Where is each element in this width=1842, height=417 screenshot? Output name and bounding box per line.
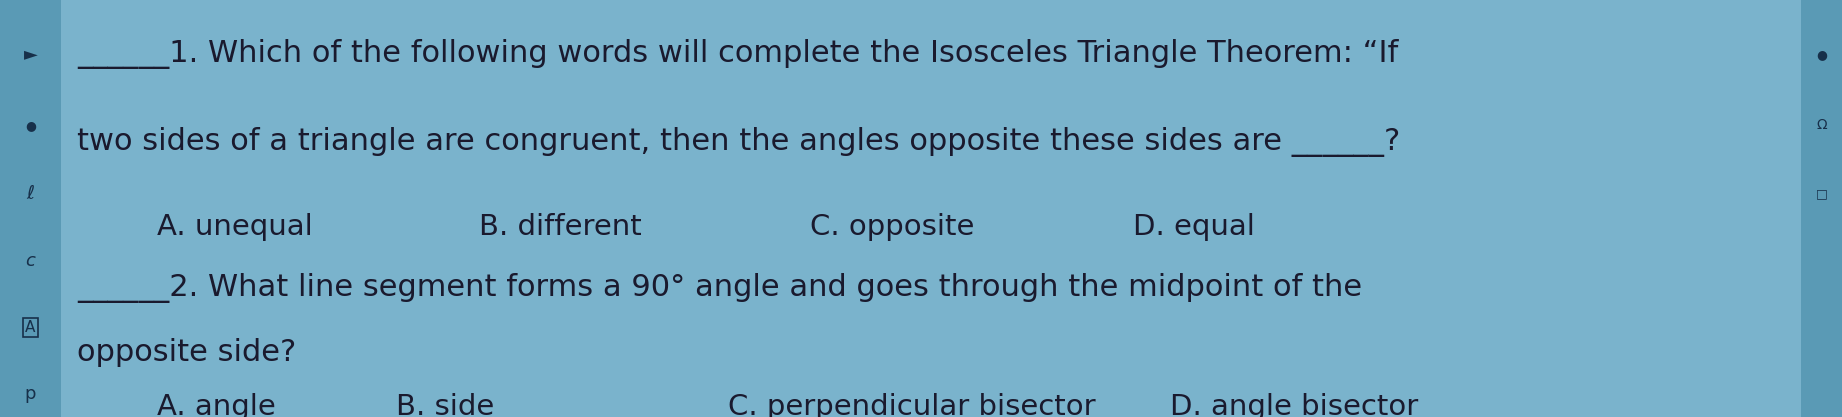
- Text: ●: ●: [26, 118, 35, 132]
- Text: ℓ: ℓ: [26, 184, 35, 203]
- Text: C. opposite: C. opposite: [810, 213, 974, 241]
- Text: ●: ●: [1816, 48, 1827, 61]
- Text: p: p: [24, 385, 37, 403]
- Text: ______1. Which of the following words will complete the Isosceles Triangle Theor: ______1. Which of the following words wi…: [77, 39, 1398, 69]
- Text: two sides of a triangle are congruent, then the angles opposite these sides are : two sides of a triangle are congruent, t…: [77, 127, 1400, 157]
- Text: A. angle: A. angle: [157, 392, 274, 417]
- Text: D. angle bisector: D. angle bisector: [1170, 392, 1418, 417]
- Text: ►: ►: [24, 45, 37, 63]
- Text: A: A: [26, 320, 35, 335]
- FancyBboxPatch shape: [0, 0, 61, 417]
- FancyBboxPatch shape: [1801, 0, 1842, 417]
- Text: □: □: [1816, 187, 1827, 201]
- Text: C. perpendicular bisector: C. perpendicular bisector: [728, 392, 1096, 417]
- Text: ______2. What line segment forms a 90° angle and goes through the midpoint of th: ______2. What line segment forms a 90° a…: [77, 273, 1363, 303]
- Text: B. different: B. different: [479, 213, 641, 241]
- Text: c: c: [26, 251, 35, 270]
- Text: opposite side?: opposite side?: [77, 338, 297, 367]
- Text: Ω: Ω: [1816, 118, 1827, 132]
- Text: D. equal: D. equal: [1133, 213, 1254, 241]
- Text: B. side: B. side: [396, 392, 494, 417]
- Text: A. unequal: A. unequal: [157, 213, 313, 241]
